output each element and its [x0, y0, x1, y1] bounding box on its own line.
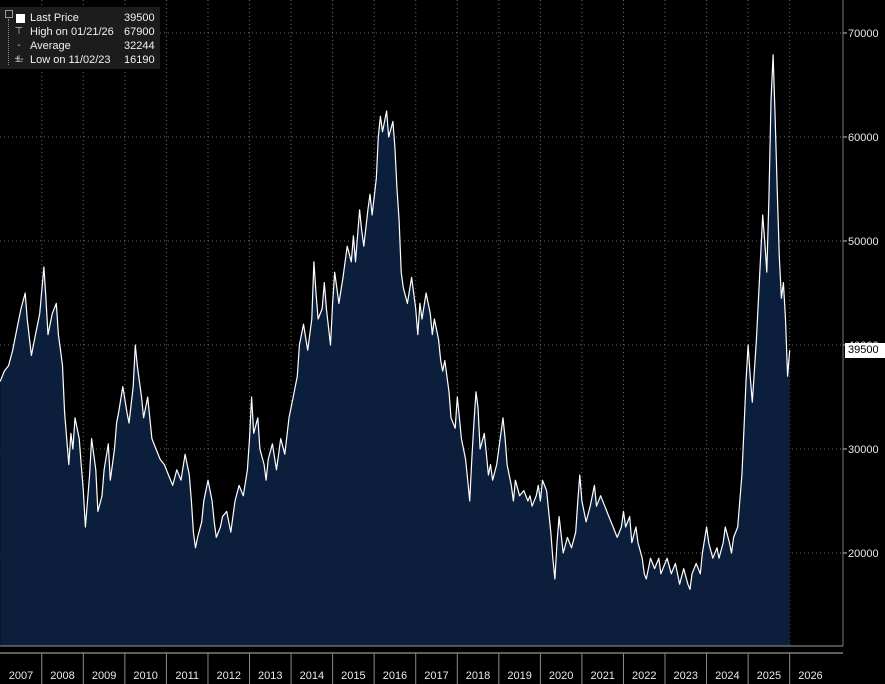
x-tick-label: 2020: [549, 670, 573, 682]
x-tick-label: 2026: [798, 670, 822, 682]
x-tick-label: 2017: [424, 670, 448, 682]
x-tick-label: 2007: [9, 670, 33, 682]
legend-value: 67900: [124, 26, 155, 38]
x-tick-label: 2012: [217, 670, 241, 682]
legend-row-last-price: Last Price 39500: [0, 11, 160, 25]
legend-value: 32244: [124, 40, 155, 52]
legend-row-low: ⊥ Low on 11/02/23 16190: [0, 53, 160, 67]
average-marker-icon: -+-: [14, 40, 24, 65]
last-price-swatch-icon: [16, 14, 25, 23]
y-tick-label: 20000: [848, 548, 879, 560]
y-tick-label: 60000: [848, 132, 879, 144]
x-tick-label: 2010: [133, 670, 157, 682]
x-tick-label: 2019: [507, 670, 531, 682]
y-tick-label: 50000: [848, 236, 879, 248]
x-tick-label: 2015: [341, 670, 365, 682]
high-marker-icon: ⊤: [14, 26, 24, 37]
legend-row-average: -+- Average 32244: [0, 39, 160, 65]
x-axis-ticks: 2007 2008 2009 2010 2011 2012 2013 2014 2015 2016…: [9, 653, 823, 684]
legend-label: Low on 11/02/23: [30, 54, 111, 66]
last-price-tag: 39500: [845, 343, 885, 358]
legend-label: High on 01/21/26: [30, 26, 114, 38]
x-tick-label: 2008: [50, 670, 74, 682]
legend-row-high: ⊤ High on 01/21/26 67900: [0, 25, 160, 39]
x-tick-label: 2014: [300, 670, 324, 682]
legend-value: 16190: [124, 54, 155, 66]
y-tick-label: 30000: [848, 444, 879, 456]
x-tick-label: 2023: [674, 670, 698, 682]
x-tick-label: 2016: [383, 670, 407, 682]
legend-tree-line: [8, 19, 10, 65]
legend-value: 39500: [124, 12, 155, 24]
x-tick-label: 2013: [258, 670, 282, 682]
x-tick-label: 2011: [175, 670, 199, 682]
chart-legend: Last Price 39500 ⊤ High on 01/21/26 6790…: [0, 7, 160, 69]
legend-label: Last Price: [30, 12, 79, 24]
legend-label: Average: [30, 40, 71, 52]
x-tick-label: 2009: [92, 670, 116, 682]
x-tick-label: 2018: [466, 670, 490, 682]
x-tick-label: 2022: [632, 670, 656, 682]
x-tick-label: 2025: [757, 670, 781, 682]
x-tick-label: 2021: [590, 670, 614, 682]
y-tick-label: 70000: [848, 28, 879, 40]
legend-collapse-icon[interactable]: [5, 10, 13, 18]
x-tick-label: 2024: [715, 670, 739, 682]
low-marker-icon: ⊥: [14, 54, 24, 65]
price-line: [0, 54, 791, 590]
